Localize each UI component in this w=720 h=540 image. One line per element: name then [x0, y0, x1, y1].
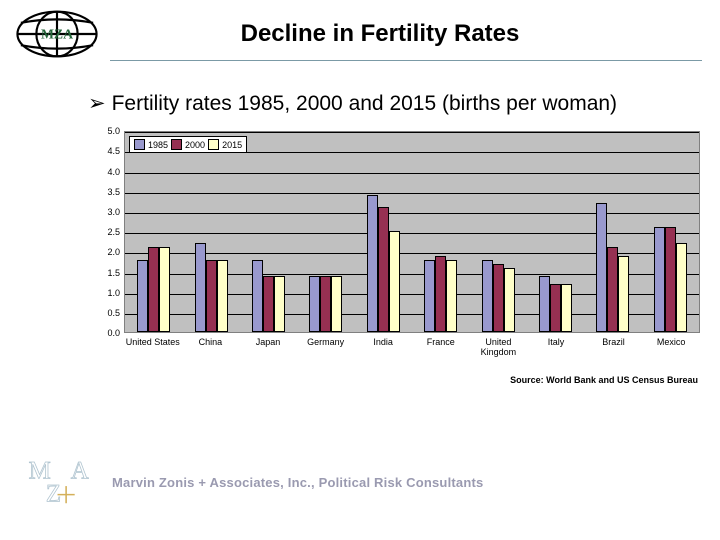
bar: [309, 276, 320, 333]
y-tick-label: 0.0: [96, 328, 120, 338]
page-title: Decline in Fertility Rates: [100, 20, 720, 48]
globe-logo: MZA: [14, 8, 100, 60]
logo-text: MZA: [41, 26, 73, 41]
bar-group: [297, 276, 354, 333]
bar: [331, 276, 342, 333]
legend-swatch-2000: [171, 139, 182, 150]
y-tick-label: 4.0: [96, 167, 120, 177]
bar: [446, 260, 457, 333]
chevron-right-icon: ➢: [88, 91, 106, 117]
x-tick-label: Brazil: [585, 335, 643, 361]
bar: [217, 260, 228, 333]
bar-group: [469, 260, 526, 333]
bar: [539, 276, 550, 333]
x-tick-label: United States: [124, 335, 182, 361]
bar: [320, 276, 331, 333]
bar: [252, 260, 263, 333]
footer: M A Z Marvin Zonis + Associates, Inc., P…: [24, 458, 483, 506]
bar: [493, 264, 504, 333]
legend-label-2000: 2000: [185, 140, 205, 150]
bar: [206, 260, 217, 333]
bar: [159, 247, 170, 332]
bar: [435, 256, 446, 333]
grid-line: [125, 193, 699, 194]
bar: [263, 276, 274, 333]
bullet-point: ➢ Fertility rates 1985, 2000 and 2015 (b…: [88, 91, 720, 117]
y-tick-label: 1.0: [96, 288, 120, 298]
legend-label-1985: 1985: [148, 140, 168, 150]
bar: [607, 247, 618, 332]
bar: [482, 260, 493, 333]
legend-swatch-1985: [134, 139, 145, 150]
x-tick-label: France: [412, 335, 470, 361]
legend-label-2015: 2015: [222, 140, 242, 150]
bar-group: [355, 195, 412, 332]
footer-text: Marvin Zonis + Associates, Inc., Politic…: [112, 475, 483, 490]
bar: [195, 243, 206, 332]
bar: [654, 227, 665, 332]
header-divider: [110, 60, 702, 61]
bar: [137, 260, 148, 333]
grid-line: [125, 132, 699, 133]
bar: [378, 207, 389, 332]
y-tick-label: 2.0: [96, 247, 120, 257]
x-tick-label: Mexico: [642, 335, 700, 361]
y-tick-label: 0.5: [96, 308, 120, 318]
bar-group: [584, 203, 641, 332]
x-tick-label: United Kingdom: [470, 335, 528, 361]
grid-line: [125, 152, 699, 153]
source-text: Source: World Bank and US Census Bureau: [0, 375, 698, 385]
chart-legend: 1985 2000 2015: [129, 136, 247, 153]
legend-swatch-2015: [208, 139, 219, 150]
bar: [676, 243, 687, 332]
x-tick-label: Italy: [527, 335, 585, 361]
bar: [596, 203, 607, 332]
bar-group: [527, 276, 584, 333]
bar: [618, 256, 629, 333]
footer-logo: M A Z: [24, 458, 102, 506]
bar: [367, 195, 378, 332]
bar: [148, 247, 159, 332]
chart-x-labels: United StatesChinaJapanGermanyIndiaFranc…: [124, 335, 700, 361]
y-tick-label: 5.0: [96, 126, 120, 136]
bar-group: [182, 243, 239, 332]
bar: [504, 268, 515, 333]
bar: [550, 284, 561, 332]
bar: [665, 227, 676, 332]
bar-group: [125, 247, 182, 332]
bar: [274, 276, 285, 333]
bar: [561, 284, 572, 332]
x-tick-label: India: [354, 335, 412, 361]
x-tick-label: China: [182, 335, 240, 361]
y-tick-label: 1.5: [96, 268, 120, 278]
y-tick-label: 2.5: [96, 227, 120, 237]
bar-group: [240, 260, 297, 333]
y-tick-label: 3.5: [96, 187, 120, 197]
chart-plot-area: 1985 2000 2015: [124, 131, 700, 333]
y-tick-label: 3.0: [96, 207, 120, 217]
svg-text:Z: Z: [46, 481, 61, 507]
bar-group: [412, 256, 469, 333]
bullet-text: Fertility rates 1985, 2000 and 2015 (bir…: [112, 91, 617, 117]
grid-line: [125, 173, 699, 174]
x-tick-label: Japan: [239, 335, 297, 361]
bar: [389, 231, 400, 332]
bar-group: [642, 227, 699, 332]
y-tick-label: 4.5: [96, 146, 120, 156]
svg-text:A: A: [71, 458, 89, 484]
x-tick-label: Germany: [297, 335, 355, 361]
fertility-chart: 1985 2000 2015 United StatesChinaJapanGe…: [96, 131, 700, 361]
bar: [424, 260, 435, 333]
